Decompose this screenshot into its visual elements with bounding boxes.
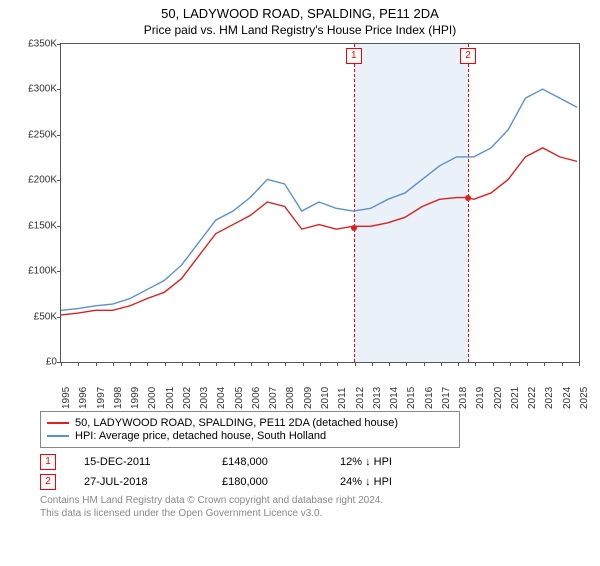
x-tick-label: 1997 — [96, 387, 107, 409]
x-tick-label: 2012 — [355, 387, 366, 409]
event-badge: 2 — [40, 474, 56, 490]
x-tick-label: 2013 — [372, 387, 383, 409]
event-delta: 24% ↓ HPI — [340, 476, 392, 488]
x-tick-label: 2019 — [475, 387, 486, 409]
footer-line-2: This data is licensed under the Open Gov… — [40, 507, 600, 520]
event-badge: 1 — [40, 454, 56, 470]
x-tick-label: 2022 — [527, 387, 538, 409]
y-tick-label: £350K — [21, 39, 57, 50]
plot-box: £0£50K£100K£150K£200K£250K£300K£350K1995… — [60, 43, 580, 363]
legend-swatch — [47, 422, 69, 424]
x-tick-label: 2011 — [337, 387, 348, 409]
x-tick-label: 2025 — [579, 387, 590, 409]
x-tick-label: 2021 — [510, 387, 521, 409]
legend-item: 50, LADYWOOD ROAD, SPALDING, PE11 2DA (d… — [47, 417, 453, 429]
series-hpi — [61, 89, 577, 310]
x-tick-label: 2008 — [285, 387, 296, 409]
x-tick-label: 2007 — [268, 387, 279, 409]
y-tick-label: £250K — [21, 129, 57, 140]
event-price: £148,000 — [222, 456, 312, 468]
x-tick-label: 1998 — [113, 387, 124, 409]
series-price_paid — [61, 148, 577, 315]
x-tick-label: 2000 — [147, 387, 158, 409]
event-row: 2 27-JUL-2018 £180,000 24% ↓ HPI — [40, 474, 600, 490]
event-delta: 12% ↓ HPI — [340, 456, 392, 468]
y-tick-label: £300K — [21, 84, 57, 95]
x-tick-label: 2003 — [199, 387, 210, 409]
chart-title: 50, LADYWOOD ROAD, SPALDING, PE11 2DA — [0, 6, 600, 21]
event-date: 15-DEC-2011 — [84, 456, 194, 468]
event-row: 1 15-DEC-2011 £148,000 12% ↓ HPI — [40, 454, 600, 470]
event-table: 1 15-DEC-2011 £148,000 12% ↓ HPI 2 27-JUL-201… — [40, 454, 600, 490]
x-tick-label: 1999 — [130, 387, 141, 409]
event-date: 27-JUL-2018 — [84, 476, 194, 488]
x-tick-label: 2001 — [165, 387, 176, 409]
x-tick-label: 2016 — [424, 387, 435, 409]
x-tick-label: 2014 — [389, 387, 400, 409]
y-tick-label: £200K — [21, 175, 57, 186]
legend-label: 50, LADYWOOD ROAD, SPALDING, PE11 2DA (d… — [75, 417, 398, 429]
x-tick-label: 2018 — [458, 387, 469, 409]
x-tick-label: 2005 — [234, 387, 245, 409]
legend-label: HPI: Average price, detached house, Sout… — [75, 430, 326, 442]
legend-swatch — [47, 435, 69, 437]
y-tick-label: £50K — [21, 311, 57, 322]
x-tick-label: 1996 — [78, 387, 89, 409]
x-tick-label: 1995 — [61, 387, 72, 409]
x-tick-label: 2004 — [216, 387, 227, 409]
x-tick-label: 2017 — [441, 387, 452, 409]
legend-item: HPI: Average price, detached house, Sout… — [47, 430, 453, 442]
x-tick-label: 2010 — [320, 387, 331, 409]
x-tick-label: 2015 — [406, 387, 417, 409]
y-tick-label: £150K — [21, 220, 57, 231]
footer-line-1: Contains HM Land Registry data © Crown c… — [40, 494, 600, 507]
x-tick-label: 2020 — [493, 387, 504, 409]
event-price: £180,000 — [222, 476, 312, 488]
x-tick-label: 2024 — [562, 387, 573, 409]
chart-area: £0£50K£100K£150K£200K£250K£300K£350K1995… — [20, 43, 590, 403]
x-tick-label: 2002 — [182, 387, 193, 409]
y-tick-label: £100K — [21, 266, 57, 277]
x-tick-label: 2006 — [251, 387, 262, 409]
series-lines — [61, 44, 579, 362]
footer: Contains HM Land Registry data © Crown c… — [40, 494, 600, 520]
x-tick-label: 2009 — [303, 387, 314, 409]
y-tick-label: £0 — [21, 357, 57, 368]
x-tick-label: 2023 — [544, 387, 555, 409]
chart-subtitle: Price paid vs. HM Land Registry's House … — [0, 23, 600, 37]
legend: 50, LADYWOOD ROAD, SPALDING, PE11 2DA (d… — [40, 411, 460, 448]
